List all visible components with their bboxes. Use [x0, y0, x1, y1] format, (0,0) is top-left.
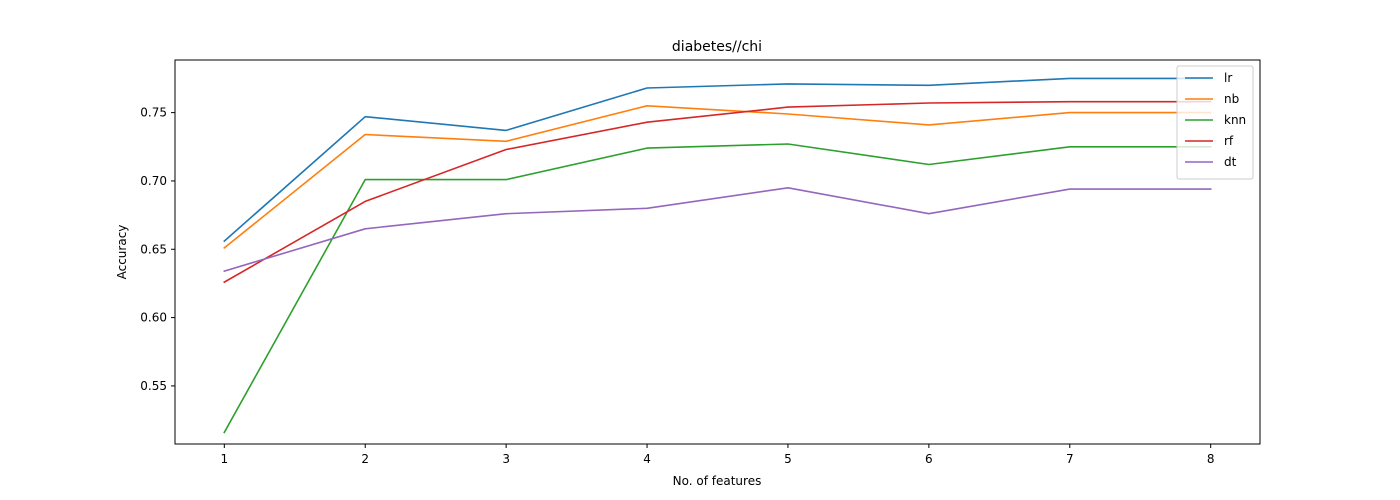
y-tick-label: 0.65: [140, 242, 167, 256]
x-axis-label: No. of features: [673, 474, 762, 488]
y-axis: 0.55 0.60 0.65 0.70 0.75: [140, 106, 175, 393]
chart-title: diabetes//chi: [672, 39, 762, 55]
legend-label-knn: knn: [1224, 113, 1246, 127]
x-tick-label: 2: [361, 452, 369, 466]
y-tick-label: 0.70: [140, 174, 167, 188]
series-line-dt: [223, 187, 1212, 273]
legend-box: [1176, 65, 1254, 180]
series-line-nb: [223, 105, 1212, 250]
legend: lr nb knn rf dt: [1176, 65, 1254, 180]
x-tick-label: 6: [925, 452, 933, 466]
x-tick-label: 4: [643, 452, 651, 466]
x-tick-label: 7: [1066, 452, 1074, 466]
series-line-rf: [223, 100, 1212, 284]
x-tick-label: 5: [784, 452, 792, 466]
y-tick-label: 0.75: [140, 106, 167, 120]
series-line-knn: [223, 143, 1212, 434]
x-tick-label: 3: [502, 452, 510, 466]
plot-frame: [174, 59, 1261, 445]
x-tick-label: 1: [220, 452, 228, 466]
legend-label-rf: rf: [1224, 134, 1234, 148]
y-tick-label: 0.60: [140, 311, 167, 325]
y-tick-label: 0.55: [140, 379, 167, 393]
series-line-lr: [223, 77, 1212, 243]
y-axis-label: Accuracy: [115, 225, 129, 280]
legend-label-dt: dt: [1224, 155, 1237, 169]
legend-label-lr: lr: [1224, 71, 1232, 85]
x-tick-label: 8: [1207, 452, 1215, 466]
legend-label-nb: nb: [1224, 92, 1239, 106]
x-axis: 1 2 3 4 5 6 7 8: [220, 444, 1215, 466]
plot-area: [223, 77, 1212, 434]
